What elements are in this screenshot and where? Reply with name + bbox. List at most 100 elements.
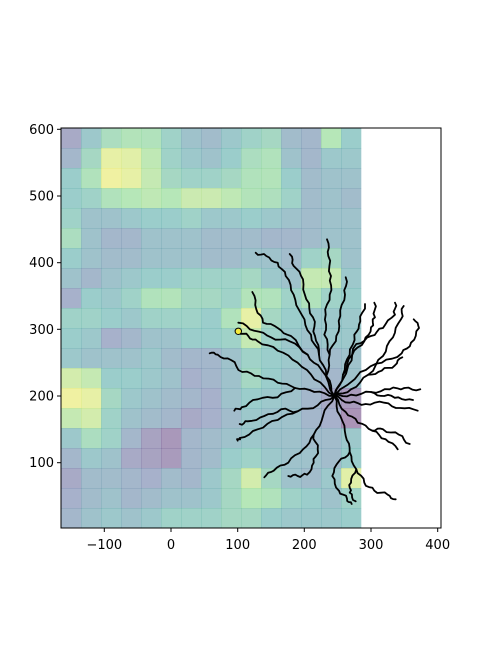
- heatmap-cell: [241, 188, 262, 209]
- heatmap-cell: [81, 128, 102, 149]
- heatmap-cell: [321, 328, 342, 349]
- heatmap-cell: [101, 508, 122, 528]
- heatmap-cell: [161, 488, 182, 509]
- heatmap-cell: [321, 508, 342, 528]
- heatmap-cell: [61, 228, 82, 249]
- heatmap-cell: [261, 128, 282, 149]
- heatmap-cell: [261, 148, 282, 169]
- heatmap-cell: [141, 488, 162, 509]
- heatmap-cell: [301, 408, 322, 429]
- heatmap-cell: [181, 128, 202, 149]
- heatmap-cell: [241, 428, 262, 449]
- heatmap-cell: [241, 408, 262, 429]
- heatmap-cell: [201, 248, 222, 269]
- heatmap-cell: [241, 348, 262, 369]
- heatmap-cell: [201, 348, 222, 369]
- heatmap-cell: [261, 308, 282, 329]
- heatmap-cell: [241, 488, 262, 509]
- heatmap-cell: [321, 208, 342, 229]
- heatmap-cell: [341, 188, 362, 209]
- heatmap-cell: [281, 508, 302, 528]
- heatmap-cell: [341, 388, 362, 409]
- heatmap-cell: [61, 368, 82, 389]
- heatmap-cell: [281, 408, 302, 429]
- heatmap-cell: [81, 208, 102, 229]
- heatmap-cell: [301, 288, 322, 309]
- heatmap-cell: [181, 308, 202, 329]
- heatmap-cell: [341, 268, 362, 289]
- heatmap-cell: [281, 268, 302, 289]
- neurite-branch: [333, 318, 420, 397]
- heatmap-cell: [301, 268, 322, 289]
- heatmap-cell: [201, 128, 222, 149]
- heatmap-cell: [121, 488, 142, 509]
- heatmap-cell: [341, 208, 362, 229]
- heatmap-cell: [161, 348, 182, 369]
- heatmap-cell: [61, 148, 82, 169]
- neurite-branch: [367, 356, 404, 376]
- heatmap-cell: [161, 288, 182, 309]
- heatmap-cell: [101, 448, 122, 469]
- heatmap-cell: [101, 168, 122, 189]
- heatmap-cell: [81, 228, 102, 249]
- heatmap-cell: [201, 268, 222, 289]
- heatmap-cell: [281, 128, 302, 149]
- neurite-branch: [237, 321, 336, 397]
- heatmap-cell: [161, 388, 182, 409]
- heatmap-cell: [201, 288, 222, 309]
- neuron-morphology: [208, 238, 422, 505]
- neurite-branch: [323, 238, 333, 377]
- heatmap-cell: [241, 468, 262, 489]
- heatmap-cell: [61, 448, 82, 469]
- heatmap-cell: [221, 508, 242, 528]
- neurite-branch: [333, 386, 422, 398]
- heatmap-cell: [141, 508, 162, 528]
- heatmap-cell: [161, 248, 182, 269]
- heatmap-cell: [241, 388, 262, 409]
- neurite-branch: [251, 291, 309, 356]
- heatmap-cell: [61, 188, 82, 209]
- heatmap-cell: [61, 308, 82, 329]
- heatmap-cell: [61, 288, 82, 309]
- x-axis: −100 0 100 200 300 400: [86, 528, 450, 553]
- heatmap-cell: [321, 148, 342, 169]
- heatmap-cell: [101, 148, 122, 169]
- heatmap-cell: [201, 508, 222, 528]
- heatmap-cell: [341, 288, 362, 309]
- heatmap-cell: [81, 148, 102, 169]
- heatmap-cell: [161, 208, 182, 229]
- heatmap-cell: [61, 168, 82, 189]
- heatmap-cell: [341, 508, 362, 528]
- heatmap-cell: [221, 208, 242, 229]
- heatmap-cell: [181, 248, 202, 269]
- heatmap-cell: [141, 308, 162, 329]
- heatmap-cell: [61, 388, 82, 409]
- heatmap-cell: [161, 268, 182, 289]
- heatmap-cell: [121, 468, 142, 489]
- heatmap-cell: [261, 468, 282, 489]
- heatmap-cell: [141, 348, 162, 369]
- y-tick-label: 500: [29, 190, 54, 205]
- heatmap-cell: [201, 188, 222, 209]
- heatmap-cell: [141, 468, 162, 489]
- heatmap-cell: [261, 368, 282, 389]
- heatmap-cell: [161, 168, 182, 189]
- heatmap-cell: [161, 448, 182, 469]
- heatmap-cell: [181, 408, 202, 429]
- heatmap-cell: [201, 228, 222, 249]
- heatmap-cell: [301, 208, 322, 229]
- heatmap-cell: [181, 148, 202, 169]
- heatmap-cell: [61, 468, 82, 489]
- heatmap-cell: [221, 308, 242, 329]
- neurite-branch: [371, 427, 411, 445]
- heatmap-cell: [141, 248, 162, 269]
- heatmap-cell: [241, 248, 262, 269]
- heatmap-cell: [321, 468, 342, 489]
- heatmap-cell: [121, 508, 142, 528]
- heatmap-cell: [261, 428, 282, 449]
- neurite-branch: [333, 395, 419, 412]
- y-tick-label: 200: [29, 390, 54, 405]
- heatmap-cell: [181, 468, 202, 489]
- y-tick-label: 100: [29, 456, 54, 471]
- x-tick-label: 100: [225, 538, 250, 553]
